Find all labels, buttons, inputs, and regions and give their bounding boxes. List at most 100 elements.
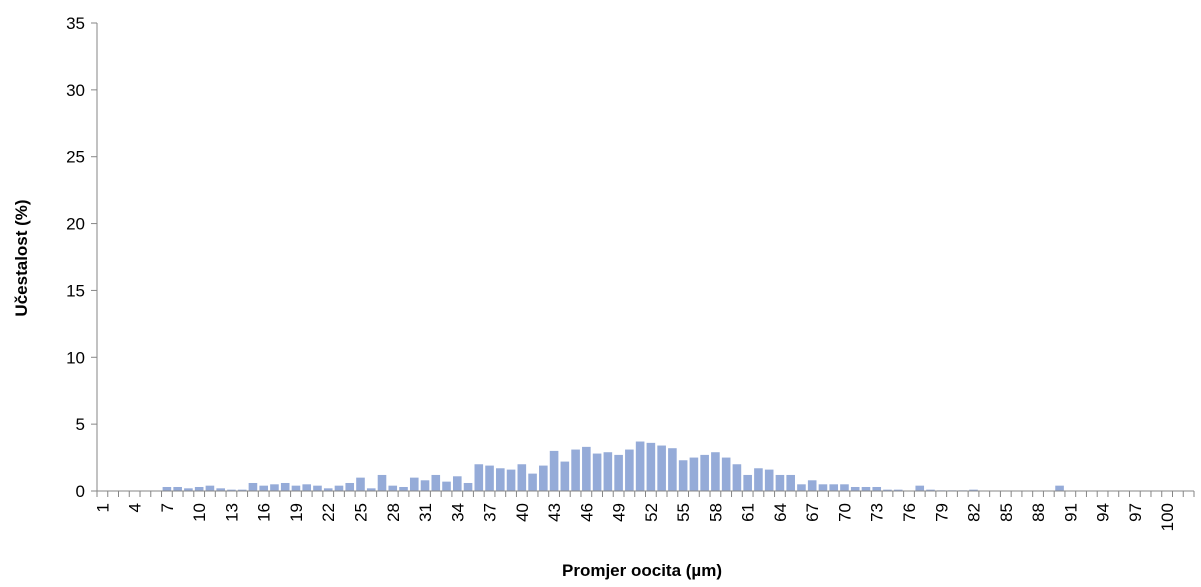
- x-tick-label: 7: [158, 503, 177, 512]
- y-tick-label: 0: [76, 482, 85, 501]
- bar: [334, 485, 344, 491]
- bar: [431, 474, 441, 491]
- x-tick-label: 91: [1061, 503, 1080, 522]
- bar: [754, 468, 763, 491]
- bar: [732, 464, 742, 491]
- bar: [915, 485, 925, 491]
- x-axis-title: Promjer oocita (µm): [562, 561, 722, 580]
- bar: [625, 449, 634, 491]
- y-axis-title: Učestalost (%): [12, 199, 31, 316]
- y-axis: 0 5 10 15 20 25 30 35: [66, 14, 98, 501]
- y-tick-label: 35: [66, 14, 85, 33]
- x-tick-label: 97: [1126, 503, 1145, 522]
- bar: [452, 476, 462, 491]
- x-tick-label: 40: [513, 503, 532, 522]
- bar: [560, 461, 570, 491]
- x-tick-label: 28: [384, 503, 403, 522]
- bar: [635, 441, 645, 491]
- y-tick-label: 5: [76, 415, 85, 434]
- bar: [377, 474, 387, 491]
- bar: [259, 485, 268, 491]
- x-tick-label: 4: [126, 503, 145, 512]
- bar: [474, 464, 484, 491]
- bar: [775, 474, 785, 491]
- bar: [668, 448, 677, 491]
- x-tick-label: 49: [610, 503, 629, 522]
- bar: [248, 482, 258, 491]
- bar: [442, 481, 451, 491]
- bar: [485, 465, 494, 491]
- x-tick-label: 76: [900, 503, 919, 522]
- x-tick-label: 16: [255, 503, 274, 522]
- bar: [678, 460, 688, 491]
- bar: [496, 468, 505, 491]
- bar: [861, 486, 871, 491]
- bar: [313, 485, 322, 491]
- x-tick-label: 31: [416, 503, 435, 522]
- bar: [216, 488, 225, 491]
- x-tick-label: 13: [222, 503, 241, 522]
- bar: [818, 484, 828, 491]
- bar: [205, 485, 215, 491]
- bar: [764, 469, 774, 491]
- bar: [345, 482, 355, 491]
- bar: [227, 489, 236, 491]
- bar: [969, 489, 978, 491]
- x-tick-label: 34: [448, 503, 467, 522]
- bar: [302, 484, 312, 491]
- x-tick-label: 58: [706, 503, 725, 522]
- bar: [549, 450, 559, 491]
- bar: [237, 489, 247, 491]
- bar: [366, 488, 376, 491]
- x-tick-label: 64: [771, 503, 790, 522]
- bar: [194, 486, 204, 491]
- x-tick-label: 88: [1029, 503, 1048, 522]
- bar: [409, 477, 419, 491]
- bar: [506, 469, 516, 491]
- x-tick-label: 19: [287, 503, 306, 522]
- x-tick-label: 82: [965, 503, 984, 522]
- bar: [743, 474, 752, 491]
- bar: [1055, 485, 1064, 491]
- bar: [614, 454, 623, 491]
- bar: [388, 485, 398, 491]
- bar: [711, 452, 720, 491]
- bar: [162, 486, 172, 491]
- x-tick-label: 100: [1158, 503, 1177, 531]
- y-tick-label: 10: [66, 348, 85, 367]
- bar: [184, 488, 193, 491]
- x-tick-label: 79: [932, 503, 951, 522]
- x-axis: 1 4 7 10 13 16 19 22 25 28 31 34 37 40 43 46 49 52 55 58 61 6…: [93, 490, 1195, 531]
- bar: [807, 480, 817, 491]
- x-tick-label: 37: [481, 503, 500, 522]
- x-tick-label: 10: [190, 503, 209, 522]
- x-tick-label: 22: [319, 503, 338, 522]
- x-tick-label: 43: [545, 503, 564, 522]
- x-tick-label: 73: [868, 503, 887, 522]
- bar: [539, 465, 548, 491]
- y-tick-label: 20: [66, 215, 85, 234]
- x-tick-label: 70: [835, 503, 854, 522]
- bar: [582, 446, 591, 491]
- bar: [646, 442, 656, 491]
- x-tick-label: 94: [1094, 503, 1113, 522]
- bar: [689, 457, 699, 491]
- x-tick-label: 61: [739, 503, 758, 522]
- bar: [517, 464, 527, 491]
- bar: [528, 473, 537, 491]
- bar: [926, 489, 935, 491]
- bar: [399, 486, 408, 491]
- bar: [571, 449, 580, 491]
- bar: [893, 489, 903, 491]
- bar: [850, 486, 860, 491]
- bar: [592, 453, 602, 491]
- x-tick-label: 1: [93, 503, 112, 512]
- y-tick-label: 30: [66, 81, 85, 100]
- x-tick-label: 55: [674, 503, 693, 522]
- bar: [280, 482, 290, 491]
- bar: [786, 474, 795, 491]
- y-tick-label: 15: [66, 281, 85, 300]
- bar: [356, 477, 365, 491]
- bar: [840, 484, 849, 491]
